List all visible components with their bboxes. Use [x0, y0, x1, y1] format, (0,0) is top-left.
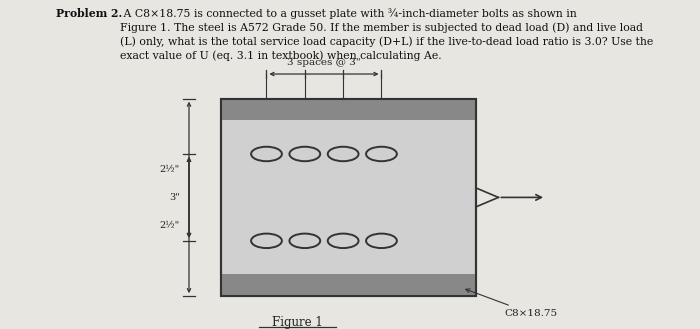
Text: 2½": 2½" [160, 220, 180, 230]
Circle shape [328, 234, 358, 248]
Bar [220, 99, 476, 296]
Text: 2½": 2½" [160, 165, 180, 174]
Circle shape [251, 147, 282, 161]
Bar [220, 274, 476, 296]
Circle shape [366, 147, 397, 161]
Text: 3": 3" [169, 193, 180, 202]
Text: Problem 2.: Problem 2. [56, 8, 122, 19]
Text: 3 spaces @ 3": 3 spaces @ 3" [287, 59, 360, 67]
Text: C8×18.75: C8×18.75 [466, 289, 557, 318]
Circle shape [289, 147, 320, 161]
Bar [220, 99, 476, 120]
Text: A C8×18.75 is connected to a gusset plate with ¾-inch-diameter bolts as shown in: A C8×18.75 is connected to a gusset plat… [120, 8, 654, 61]
Circle shape [251, 234, 282, 248]
Circle shape [328, 147, 358, 161]
Text: Figure 1: Figure 1 [272, 316, 323, 329]
Bar [220, 99, 476, 296]
Circle shape [366, 234, 397, 248]
Circle shape [289, 234, 320, 248]
